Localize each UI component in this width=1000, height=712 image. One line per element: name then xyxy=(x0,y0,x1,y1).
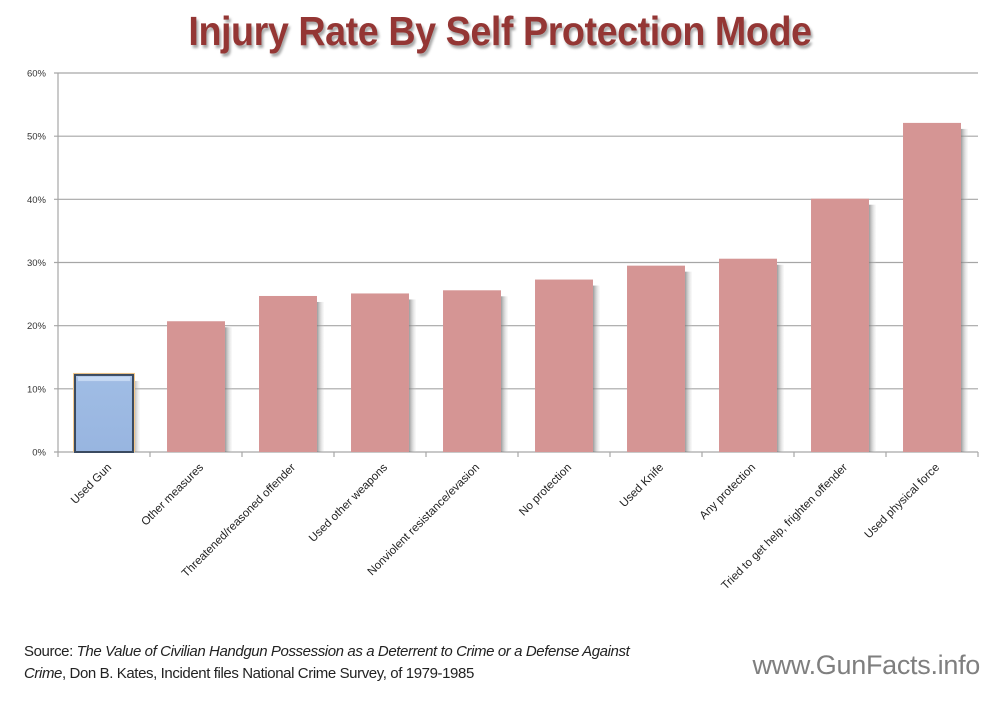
y-tick-label: 60% xyxy=(27,69,47,80)
y-tick-label: 30% xyxy=(27,258,47,269)
bar xyxy=(351,293,409,452)
bar-shadow xyxy=(960,128,968,452)
bar-used-gun xyxy=(74,373,134,454)
bar-shadow xyxy=(316,301,324,452)
x-tick-label: Used Knife xyxy=(618,462,666,510)
y-tick-label: 20% xyxy=(27,321,47,332)
bar xyxy=(719,258,777,452)
bar-shadow xyxy=(500,296,508,452)
x-tick-label: Threatened/reasoned offender xyxy=(180,462,298,580)
bar-shadow xyxy=(132,380,140,452)
bar-shadow xyxy=(868,204,876,452)
bar xyxy=(627,265,685,452)
x-tick-label: Nonviolent resistance/evasion xyxy=(366,462,483,579)
y-tick-label: 10% xyxy=(27,384,47,395)
bar xyxy=(535,279,593,452)
bar-shadow xyxy=(408,299,416,452)
source-prefix: Source: xyxy=(24,643,77,660)
x-tick-label: Other measures xyxy=(139,461,206,528)
bar-shadow xyxy=(776,264,784,452)
bar-shadow xyxy=(684,271,692,452)
bar-shadow xyxy=(224,327,232,452)
bar xyxy=(903,122,961,452)
x-tick-label: Any protection xyxy=(698,462,758,522)
y-tick-label: 40% xyxy=(27,195,47,206)
x-tick-label: Used Gun xyxy=(69,462,114,507)
bar-chart: 0% 10% 20% 30% 40% 50% 60% Used Gun Other measur… xyxy=(27,69,979,592)
x-tick-label: Used other weapons xyxy=(307,461,390,544)
bar-shadow xyxy=(592,285,600,452)
x-tick-label: Used physical force xyxy=(863,462,942,541)
source-title-line1: The Value of Civilian Handgun Possession… xyxy=(76,643,630,660)
bar xyxy=(167,321,225,452)
bar xyxy=(811,198,869,452)
bar xyxy=(443,290,501,452)
bar-bevel xyxy=(78,376,130,381)
chart-title: Injury Rate By Self Protection Mode xyxy=(188,8,812,54)
y-tick-label: 0% xyxy=(32,448,46,459)
source-title-line2: Crime xyxy=(24,665,62,682)
y-tick-label: 50% xyxy=(27,132,47,143)
x-tick-label: No protection xyxy=(517,462,574,519)
source-details: , Don B. Kates, Incident files National … xyxy=(62,665,474,682)
source-citation: Source: The Value of Civilian Handgun Po… xyxy=(24,641,630,685)
bar xyxy=(259,295,317,452)
site-watermark: www.GunFacts.info xyxy=(752,650,981,680)
